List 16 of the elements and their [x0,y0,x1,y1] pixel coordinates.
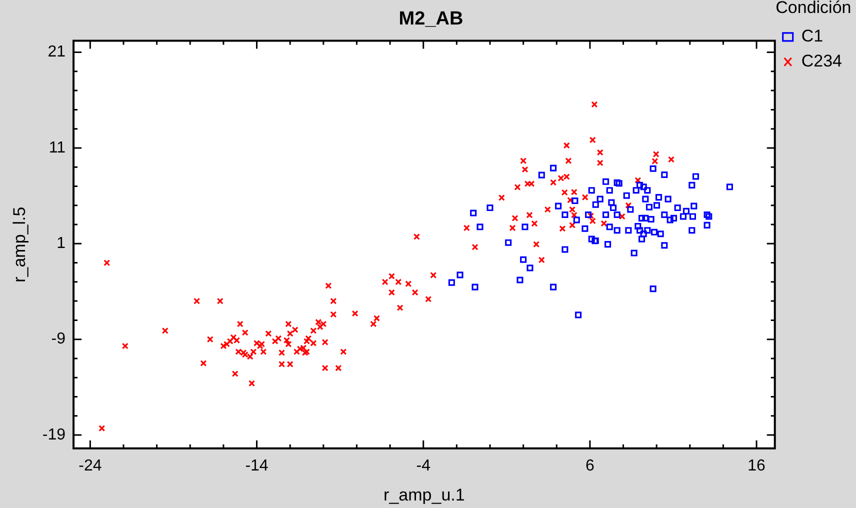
y-tick-label: 21 [48,44,66,61]
x-axis-title: r_amp_u.1 [384,485,465,504]
x-tick-label: -24 [78,457,102,474]
legend-label: C234 [801,52,842,71]
legend-title: Condición [776,0,852,18]
x-tick-label: 16 [748,457,766,474]
y-axis-title: r_amp_l.5 [10,206,29,282]
chart-title: M2_AB [398,8,464,30]
legend-label: C1 [801,26,824,46]
y-tick-label: -9 [51,330,66,348]
x-tick-label: -14 [245,457,268,474]
y-tick-label: 1 [56,235,66,252]
x-tick-label: -4 [416,457,431,474]
x-tick-label: 6 [585,457,594,474]
y-tick-label: 11 [48,139,66,156]
y-tick-label: -19 [42,426,66,444]
